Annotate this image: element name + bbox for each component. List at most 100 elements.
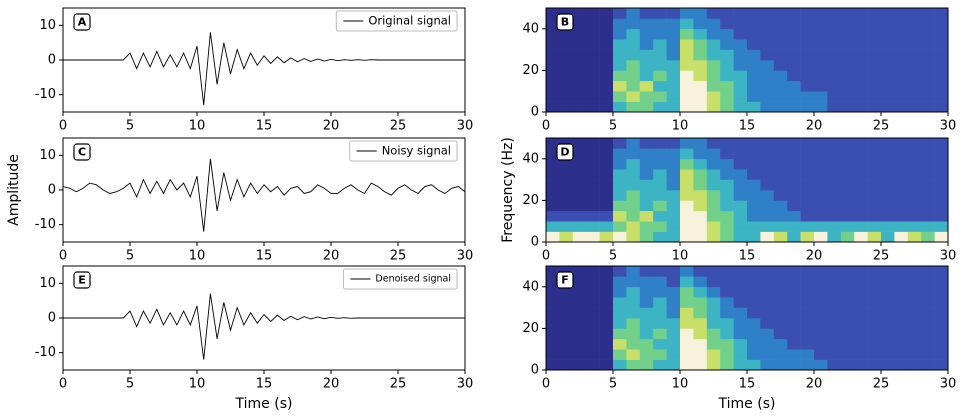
spectrogram-cell: [921, 28, 935, 40]
spectrogram-cell: [720, 158, 734, 170]
x-tick-label: 25: [390, 377, 407, 392]
spectrogram-cell: [907, 328, 922, 340]
spectrogram-cell: [747, 286, 761, 298]
spectrogram-cell: [546, 91, 560, 102]
spectrogram-cell: [680, 60, 694, 71]
spectrogram-cell: [800, 148, 815, 160]
spectrogram-cell: [881, 28, 895, 40]
spectrogram-cell: [814, 49, 828, 61]
spectrogram-cell: [599, 60, 614, 71]
spectrogram-cell: [814, 307, 828, 319]
spectrogram-cell: [881, 101, 895, 112]
spectrogram-cell: [773, 266, 788, 277]
spectrogram-cell: [559, 318, 574, 329]
spectrogram-cell: [680, 297, 694, 308]
spectrogram-cell: [881, 70, 895, 82]
spectrogram-cell: [706, 148, 721, 160]
spectrogram-cell: [867, 210, 882, 222]
spectrogram-cell: [747, 221, 761, 232]
y-tick-label: -10: [35, 217, 56, 232]
spectrogram-cell: [921, 39, 935, 50]
spectrogram-cell: [613, 307, 627, 319]
spectrogram-cell: [747, 138, 761, 149]
spectrogram-cell: [706, 297, 721, 308]
spectrogram-cell: [894, 190, 909, 201]
x-tick-label: 25: [873, 119, 890, 134]
spectrogram-cell: [800, 210, 815, 222]
spectrogram-cell: [747, 60, 761, 71]
spectrogram-cell: [626, 200, 641, 212]
spectrogram-cell: [827, 8, 842, 19]
plot-area: [546, 8, 948, 112]
spectrogram-cell: [733, 28, 748, 40]
spectrogram-cell: [867, 8, 882, 19]
spectrogram-cell: [787, 138, 801, 149]
spectrogram-cell: [733, 8, 748, 19]
spectrogram-cell: [787, 210, 801, 222]
spectrogram-cell: [800, 8, 815, 19]
spectrogram-cell: [907, 210, 922, 222]
spectrogram-cell: [800, 359, 815, 370]
spectrogram-cell: [840, 148, 855, 160]
spectrogram-cell: [733, 91, 748, 102]
spectrogram-cell: [693, 60, 708, 71]
x-tick-label: 20: [323, 377, 340, 392]
spectrogram-cell: [881, 307, 895, 319]
spectrogram-cell: [559, 101, 574, 112]
spectrogram-cell: [773, 70, 788, 82]
spectrogram-cell: [773, 297, 788, 308]
spectrogram-cell: [800, 39, 815, 50]
spectrogram-cell: [747, 266, 761, 277]
spectrogram-cell: [599, 359, 614, 370]
spectrogram-cell: [827, 276, 842, 288]
spectrogram-cell: [827, 318, 842, 329]
spectrogram-cell: [599, 91, 614, 102]
spectrogram-cell: [760, 148, 775, 160]
legend-label: Denoised signal: [375, 274, 451, 285]
spectrogram-cell: [787, 148, 801, 160]
spectrogram-cell: [773, 349, 788, 360]
spectrogram-cell: [773, 60, 788, 71]
spectrogram-cell: [921, 328, 935, 340]
spectrogram-cell: [720, 190, 734, 201]
spectrogram-cell: [921, 318, 935, 329]
spectrogram-cell: [787, 70, 801, 82]
spectrogram-cell: [881, 328, 895, 340]
x-tick-label: 0: [542, 377, 550, 392]
spectrogram-cell: [921, 148, 935, 160]
spectrogram-cell: [693, 179, 708, 191]
spectrogram-cell: [827, 190, 842, 201]
spectrogram-cell: [814, 158, 828, 170]
spectrogram-cell: [827, 91, 842, 102]
spectrogram-cell: [854, 286, 868, 298]
spectrogram-cell: [666, 349, 681, 360]
spectrogram-cell: [747, 18, 761, 30]
spectrogram-cell: [867, 49, 882, 61]
spectrogram-cell: [881, 349, 895, 360]
spectrogram-cell: [733, 39, 748, 50]
spectrogram-cell: [706, 60, 721, 71]
spectrogram-cell: [613, 60, 627, 71]
spectrogram-cell: [800, 276, 815, 288]
spectrogram-cell: [814, 138, 828, 149]
spectrogram-cell: [747, 179, 761, 191]
spectrogram-cell: [626, 39, 641, 50]
spectrogram-cell: [827, 307, 842, 319]
spectrogram-cell: [840, 200, 855, 212]
spectrogram-cell: [586, 138, 600, 149]
spectrogram-cell: [760, 276, 775, 288]
spectrogram-cell: [787, 276, 801, 288]
spectrogram-cell: [666, 266, 681, 277]
x-tick-label: 5: [609, 377, 617, 392]
spectrogram-cell: [666, 210, 681, 222]
spectrogram-cell: [787, 297, 801, 308]
spectrogram-cell: [773, 18, 788, 30]
spectrogram-cell: [720, 60, 734, 71]
spectrogram-cell: [773, 158, 788, 170]
spectrogram-cell: [827, 138, 842, 149]
spectrogram-cell: [840, 318, 855, 329]
spectrogram-cell: [894, 39, 909, 50]
spectrogram-cell: [586, 28, 600, 40]
spectrogram-cell: [934, 190, 948, 201]
spectrogram-cell: [733, 80, 748, 92]
